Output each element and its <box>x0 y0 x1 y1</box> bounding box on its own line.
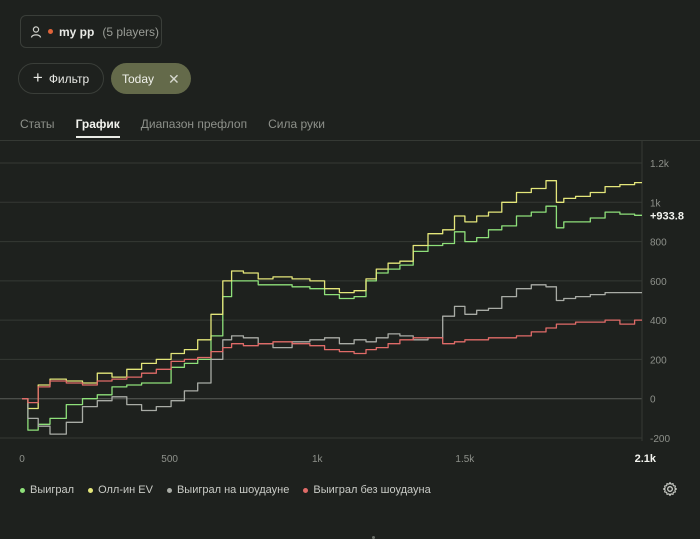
x-tick-label: 1.5k <box>455 454 475 465</box>
y-tick-label: 1k <box>650 198 662 209</box>
y-tick-label: 600 <box>650 277 667 288</box>
plus-icon: + <box>32 68 43 87</box>
y-tick-label: -200 <box>650 434 670 445</box>
legend-swatch <box>88 487 94 493</box>
tab-bar: Статы График Диапазон префлоп Сила руки <box>20 117 346 138</box>
player-selector[interactable]: my pp (5 players) <box>20 15 162 48</box>
legend-label: Выиграл на шоудауне <box>176 484 290 496</box>
legend-item-won[interactable]: Выиграл <box>20 484 74 496</box>
y-tick-label: 0 <box>650 395 656 406</box>
scroll-indicator <box>372 536 375 539</box>
y-tick-label: 400 <box>650 316 667 327</box>
current-value-label: +933.8 <box>650 210 684 222</box>
user-icon <box>30 25 42 38</box>
chart-legend: Выиграл Олл-ин EV Выиграл на шоудауне Вы… <box>20 484 431 496</box>
series-line-4[interactable] <box>22 319 642 404</box>
series-line-1[interactable] <box>22 205 642 431</box>
legend-item-non-showdown[interactable]: Выиграл без шоудауна <box>303 484 431 496</box>
player-name: my pp <box>59 24 95 39</box>
x-tick-label: 1k <box>312 454 324 465</box>
player-count: (5 players) <box>102 24 160 39</box>
y-tick-label: 200 <box>650 355 667 366</box>
tabs-divider <box>0 140 700 141</box>
close-icon[interactable]: ✕ <box>168 70 180 87</box>
x-tick-label: 2.1k <box>635 453 657 465</box>
date-filter-chip[interactable]: Today ✕ <box>111 63 191 94</box>
filter-label: Фильтр <box>48 71 90 86</box>
legend-item-allin-ev[interactable]: Олл-ин EV <box>88 484 153 496</box>
y-tick-label: 800 <box>650 238 667 249</box>
legend-label: Выиграл без шоудауна <box>313 484 431 496</box>
status-dot <box>48 29 53 34</box>
series-line-2[interactable] <box>22 180 642 410</box>
legend-item-showdown[interactable]: Выиграл на шоудауне <box>166 484 290 496</box>
series-line-3[interactable] <box>22 284 642 435</box>
tab-preflop-range[interactable]: Диапазон префлоп <box>140 117 248 131</box>
legend-swatch <box>303 487 309 493</box>
legend-label: Выиграл <box>30 484 75 496</box>
x-tick-label: 500 <box>161 454 178 465</box>
profit-chart[interactable]: 1.2k 1k 800 600 400 200 0 -200 0 500 1k 1.5k 2.1k +93… <box>0 141 700 471</box>
tab-hand-strength[interactable]: Сила руки <box>268 117 325 131</box>
date-filter-label: Today <box>122 71 155 86</box>
tab-stats[interactable]: Статы <box>20 117 55 131</box>
legend-swatch <box>166 487 172 493</box>
legend-swatch <box>20 487 25 493</box>
gear-icon[interactable] <box>662 481 678 497</box>
x-tick-label: 0 <box>19 454 25 465</box>
legend-label: Олл-ин EV <box>98 484 153 496</box>
filter-button[interactable]: + Фильтр <box>18 63 104 94</box>
y-tick-label: 1.2k <box>650 159 670 170</box>
tab-graph[interactable]: График <box>75 117 121 138</box>
